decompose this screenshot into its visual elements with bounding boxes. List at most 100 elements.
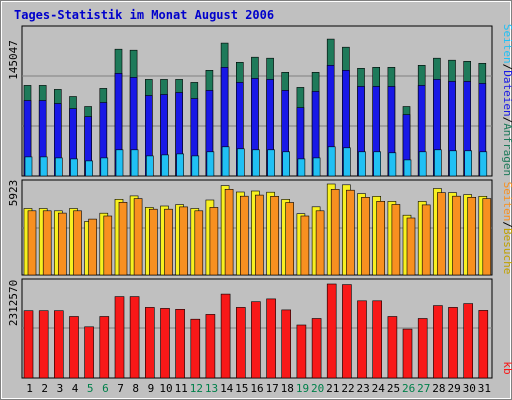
day-label-29: 29 xyxy=(447,382,460,395)
day-label-21: 21 xyxy=(326,382,339,395)
bar-traffic-kb-day-3 xyxy=(53,310,64,379)
bar-visits-seiten-day-10 xyxy=(164,208,173,276)
bar-visits-seiten-day-24 xyxy=(376,201,386,276)
bar-visits-seiten-day-11 xyxy=(179,206,188,276)
bar-traffic-kb-day-31 xyxy=(478,310,489,379)
bar-visits-seiten-day-8 xyxy=(133,198,143,276)
day-label-23: 23 xyxy=(356,382,369,395)
bar-visits-seiten-day-22 xyxy=(346,189,355,276)
legend-traffic: kb xyxy=(501,361,512,374)
bar-traffic-kb-day-27 xyxy=(417,318,428,379)
bar-traffic-kb-day-6 xyxy=(99,316,110,379)
bar-visits-seiten-day-6 xyxy=(103,215,113,276)
bar-visits-seiten-day-12 xyxy=(194,210,204,276)
bar-visits-seiten-day-30 xyxy=(467,197,477,276)
day-label-3: 3 xyxy=(57,382,64,395)
bar-requests-seiten-day-13 xyxy=(206,151,215,177)
bar-traffic-kb-day-5 xyxy=(84,326,94,379)
bar-requests-seiten-day-28 xyxy=(434,149,442,177)
day-label-16: 16 xyxy=(250,382,263,395)
day-label-24: 24 xyxy=(372,382,386,395)
bar-traffic-kb-day-9 xyxy=(145,307,155,379)
legend-entry-besuche: Besuche xyxy=(501,228,512,274)
bar-traffic-kb-day-16 xyxy=(251,301,261,379)
bar-traffic-kb-day-1 xyxy=(23,310,34,379)
day-label-30: 30 xyxy=(463,382,476,395)
day-label-1: 1 xyxy=(26,382,33,395)
bar-requests-seiten-day-6 xyxy=(100,157,109,177)
bar-requests-seiten-day-7 xyxy=(115,149,124,177)
bar-visits-seiten-day-29 xyxy=(452,195,461,276)
day-label-10: 10 xyxy=(159,382,172,395)
scale-label-requests: 145047 xyxy=(7,40,20,80)
bar-traffic-kb-day-12 xyxy=(190,318,201,379)
chart-title: Tages-Statistik im Monat August 2006 xyxy=(14,8,274,22)
day-label-4: 4 xyxy=(72,382,79,395)
day-label-31: 31 xyxy=(478,382,491,395)
bar-traffic-kb-day-11 xyxy=(175,308,185,379)
bar-requests-seiten-day-26 xyxy=(403,159,412,177)
legend-visits: Seiten/Besuche xyxy=(501,182,512,275)
day-label-5: 5 xyxy=(87,382,94,395)
legend-entry-: / xyxy=(501,117,512,124)
bar-requests-seiten-day-27 xyxy=(418,151,427,177)
bar-traffic-kb-day-13 xyxy=(205,314,216,379)
bar-requests-seiten-day-5 xyxy=(85,160,93,177)
legend-entry-: / xyxy=(501,64,512,71)
bar-visits-seiten-day-18 xyxy=(285,202,295,276)
bar-requests-seiten-day-20 xyxy=(312,157,321,177)
day-label-27: 27 xyxy=(417,382,430,395)
bar-traffic-kb-day-20 xyxy=(311,318,322,379)
bars-layer xyxy=(22,38,492,379)
day-label-17: 17 xyxy=(266,382,279,395)
legend-entry-dateien: Dateien xyxy=(501,70,512,116)
bar-traffic-kb-day-21 xyxy=(326,283,337,379)
bar-visits-seiten-day-13 xyxy=(209,207,219,276)
day-label-26: 26 xyxy=(402,382,415,395)
legend-entry-kb: kb xyxy=(501,361,512,374)
bar-visits-seiten-day-21 xyxy=(330,189,340,276)
day-label-8: 8 xyxy=(132,382,139,395)
bar-visits-seiten-day-19 xyxy=(300,215,310,276)
legend-entry-: / xyxy=(501,221,512,228)
bar-visits-seiten-day-14 xyxy=(224,189,234,276)
bar-visits-seiten-day-17 xyxy=(270,196,279,276)
bar-requests-seiten-day-12 xyxy=(191,155,200,177)
bar-visits-seiten-day-25 xyxy=(391,204,401,276)
bar-requests-seiten-day-1 xyxy=(24,156,33,177)
bar-requests-seiten-day-25 xyxy=(388,152,397,177)
bar-requests-seiten-day-2 xyxy=(39,156,48,177)
bar-visits-seiten-day-9 xyxy=(149,208,158,276)
bar-visits-seiten-day-7 xyxy=(118,202,128,276)
bar-visits-seiten-day-4 xyxy=(73,210,82,276)
scale-label-traffic: 2312570 xyxy=(7,280,20,326)
bar-traffic-kb-day-28 xyxy=(433,305,443,379)
bar-requests-seiten-day-10 xyxy=(161,154,169,177)
bar-traffic-kb-day-30 xyxy=(463,303,474,379)
bar-requests-seiten-day-15 xyxy=(237,148,245,177)
bar-traffic-kb-day-26 xyxy=(402,328,413,379)
day-label-22: 22 xyxy=(341,382,354,395)
bar-visits-seiten-day-20 xyxy=(315,210,325,276)
day-tick-labels: 1 2 3 4 5 6 7 8 9 10 11 12 13 14 15 16 17 18 19 20 21 22 23 24 2… xyxy=(26,382,491,395)
legend-entry-anfragen: Anfragen xyxy=(501,123,512,176)
legend-requests: Seiten/Dateien/Anfragen xyxy=(501,24,512,176)
bar-visits-seiten-day-5 xyxy=(88,218,97,276)
bar-visits-seiten-day-15 xyxy=(240,195,249,276)
bar-traffic-kb-day-29 xyxy=(448,307,458,379)
bar-traffic-kb-day-25 xyxy=(387,316,398,379)
bar-traffic-kb-day-4 xyxy=(69,316,79,379)
legend-entry-seiten: Seiten xyxy=(501,182,512,222)
bar-traffic-kb-day-17 xyxy=(266,298,276,379)
day-label-12: 12 xyxy=(190,382,203,395)
bar-requests-seiten-day-19 xyxy=(297,158,306,177)
day-label-9: 9 xyxy=(148,382,155,395)
bar-traffic-kb-day-23 xyxy=(357,300,367,379)
day-label-11: 11 xyxy=(175,382,188,395)
bar-requests-seiten-day-17 xyxy=(267,149,275,177)
bar-traffic-kb-day-14 xyxy=(220,293,231,379)
day-label-15: 15 xyxy=(235,382,248,395)
bar-requests-seiten-day-18 xyxy=(282,151,291,177)
